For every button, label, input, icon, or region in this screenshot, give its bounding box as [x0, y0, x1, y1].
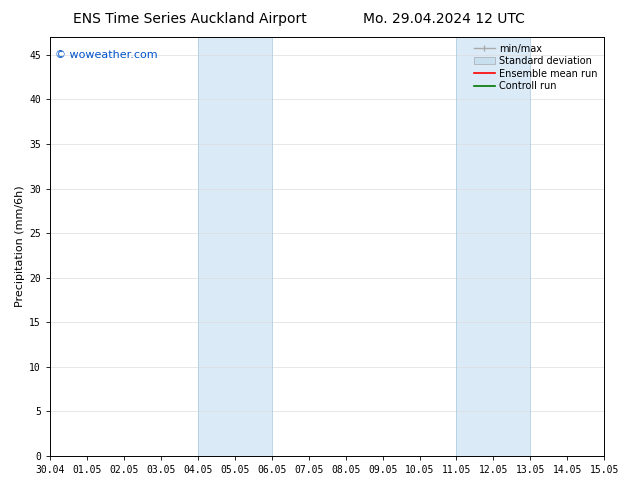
- Text: ENS Time Series Auckland Airport: ENS Time Series Auckland Airport: [74, 12, 307, 26]
- Bar: [456, 37, 531, 456]
- Bar: [198, 37, 272, 456]
- Legend: min/max, Standard deviation, Ensemble mean run, Controll run: min/max, Standard deviation, Ensemble me…: [472, 42, 600, 93]
- Text: Mo. 29.04.2024 12 UTC: Mo. 29.04.2024 12 UTC: [363, 12, 525, 26]
- Text: © woweather.com: © woweather.com: [56, 49, 158, 60]
- Y-axis label: Precipitation (mm/6h): Precipitation (mm/6h): [15, 186, 25, 307]
